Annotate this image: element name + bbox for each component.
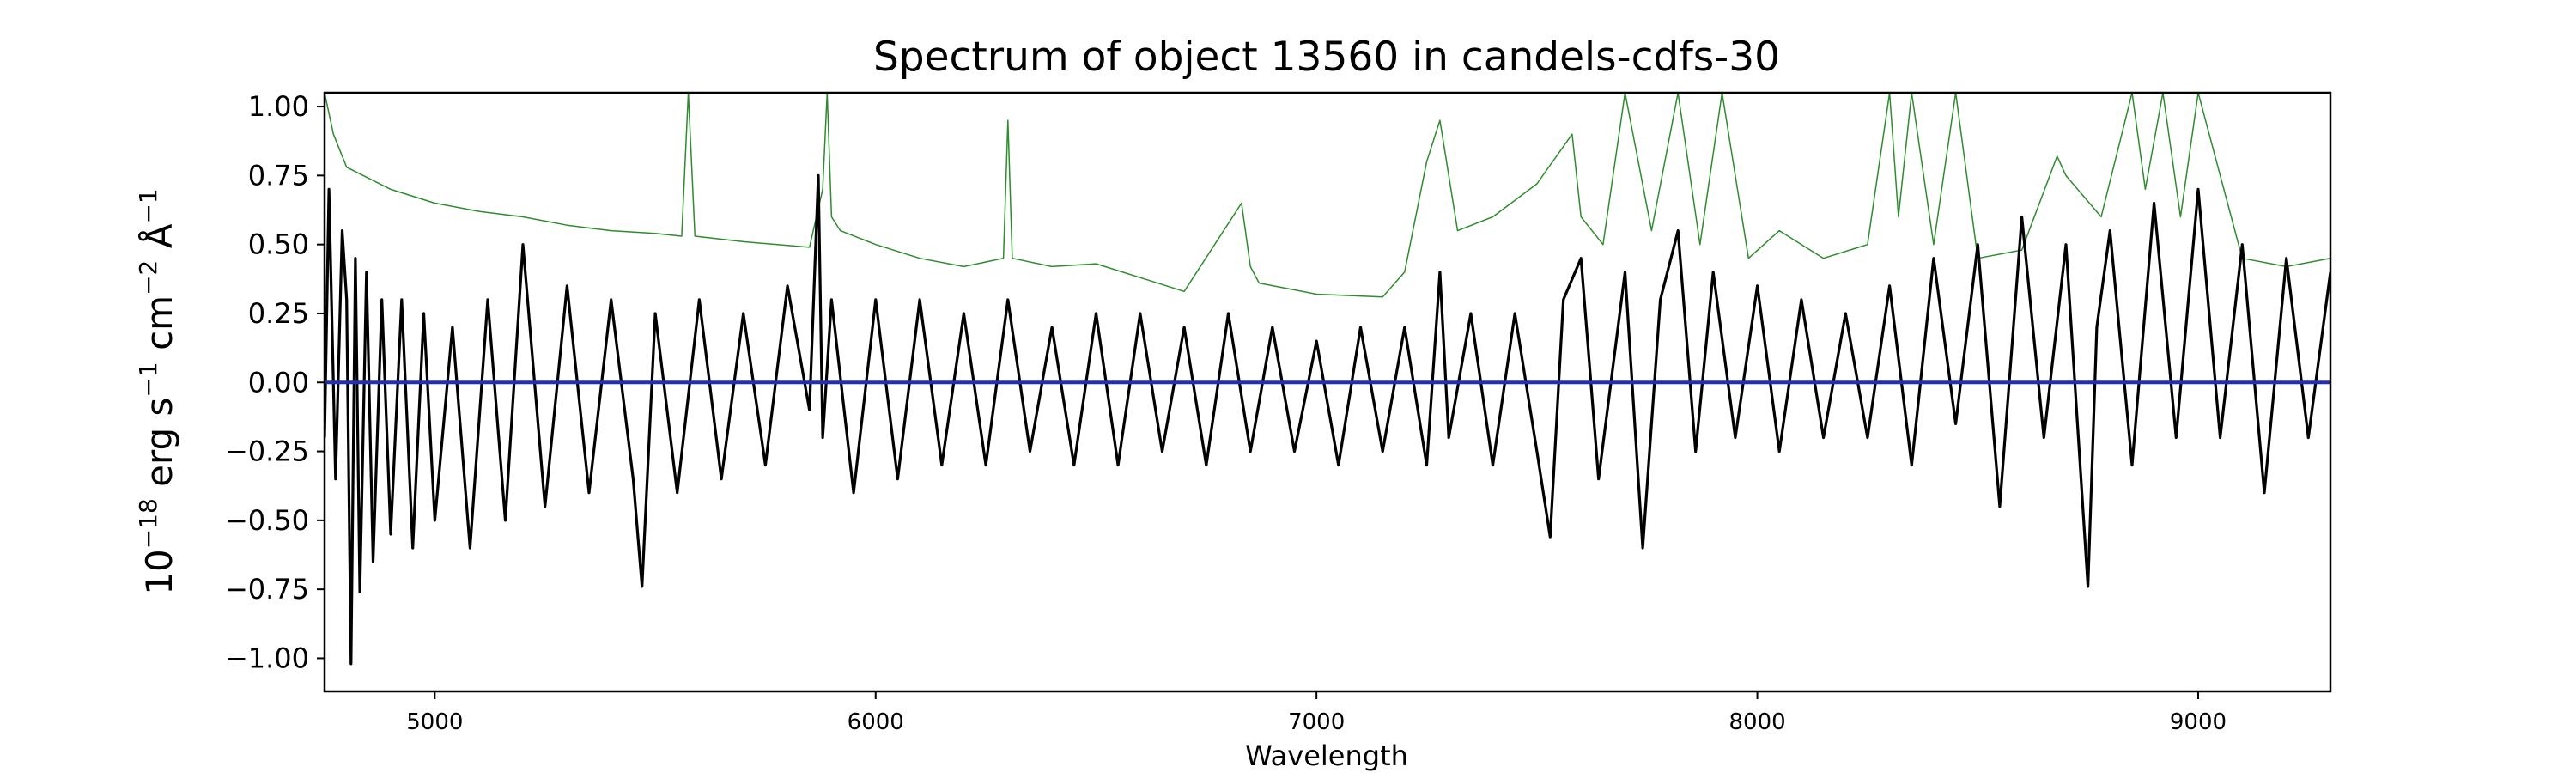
x-axis-label: Wavelength xyxy=(1245,740,1408,772)
x-axis: 5000 6000 7000 8000 9000 xyxy=(406,691,2227,735)
y-tick-label: 1.00 xyxy=(248,90,309,123)
y-tick-label: 0.00 xyxy=(248,366,309,399)
y-tick-label: 0.50 xyxy=(248,228,309,261)
x-tick-label: 6000 xyxy=(848,709,904,735)
y-tick-label: −0.25 xyxy=(225,435,309,468)
chart-title: Spectrum of object 13560 in candels-cdfs… xyxy=(873,33,1780,81)
x-tick-label: 7000 xyxy=(1288,709,1345,735)
y-axis-label: 10−18 erg s−1 cm−2 Å−1 xyxy=(134,188,180,594)
x-tick-label: 5000 xyxy=(406,709,463,735)
series-line-1 xyxy=(325,173,2330,666)
x-tick-label: 9000 xyxy=(2170,709,2227,735)
series-layer xyxy=(325,93,2330,666)
y-tick-label: −0.75 xyxy=(225,573,309,606)
series-line-0 xyxy=(325,93,2330,298)
x-tick-label: 8000 xyxy=(1728,709,1785,735)
y-tick-label: −0.50 xyxy=(225,504,309,537)
y-tick-label: 0.25 xyxy=(248,297,309,330)
y-tick-label: −1.00 xyxy=(225,642,309,674)
plot-frame xyxy=(323,91,2332,693)
y-tick-label: 0.75 xyxy=(248,159,309,192)
y-axis: 1.00 0.75 0.50 0.25 0.00 −0.25 −0.50 −0.75 −1.00 xyxy=(225,90,325,674)
